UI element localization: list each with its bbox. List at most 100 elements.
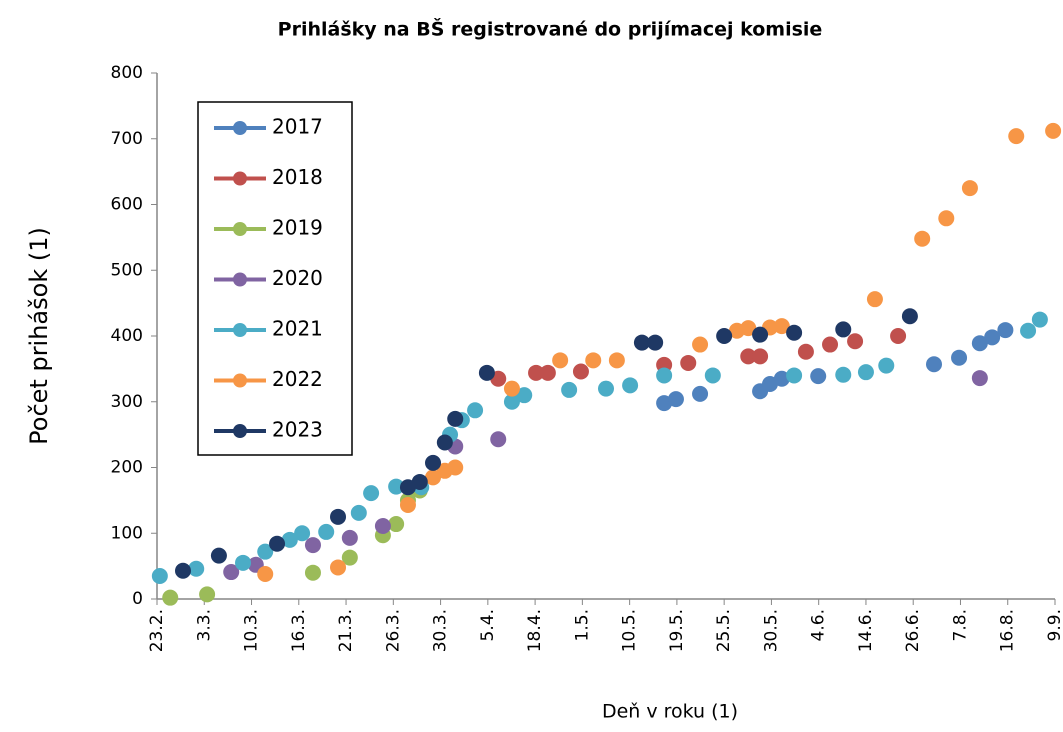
legend-marker: [233, 373, 247, 388]
x-tick-label: 16.8.: [998, 609, 1018, 652]
point: [399, 496, 416, 513]
point: [890, 328, 907, 344]
legend-marker: [233, 222, 247, 236]
point: [752, 348, 769, 365]
legend-marker: [233, 323, 247, 337]
x-tick-label: 21.3.: [336, 609, 356, 652]
point: [835, 366, 852, 383]
y-tick-label: 400: [111, 326, 143, 346]
x-tick-label: 3.3.: [194, 609, 214, 641]
point: [330, 559, 347, 576]
x-tick-label: 18.4.: [525, 609, 545, 652]
legend-label: 2020: [272, 266, 323, 290]
point: [926, 356, 943, 373]
point: [223, 564, 240, 581]
point: [951, 349, 968, 366]
point: [656, 367, 673, 384]
point: [1008, 128, 1025, 145]
point: [857, 364, 874, 381]
legend-marker: [233, 272, 247, 287]
point: [539, 364, 556, 381]
point: [374, 518, 391, 535]
x-tick-label: 25.5.: [714, 609, 734, 652]
y-tick-label: 800: [111, 63, 143, 83]
point: [235, 554, 252, 571]
point: [330, 508, 347, 525]
x-tick-label: 14.6.: [856, 609, 876, 652]
point: [151, 567, 168, 584]
legend-label: 2017: [272, 115, 323, 139]
x-tick-label: 5.4.: [478, 609, 498, 641]
point: [971, 370, 988, 387]
point: [1031, 311, 1048, 328]
point: [622, 377, 639, 394]
point: [304, 537, 321, 554]
point: [822, 336, 839, 353]
point: [490, 431, 507, 448]
x-axis-label: Deň v roku (1): [602, 701, 738, 723]
point: [561, 381, 578, 398]
point: [797, 343, 814, 360]
point: [752, 326, 769, 343]
x-tick-label: 1.5.: [572, 609, 592, 641]
point: [847, 333, 864, 350]
x-tick-label: 30.3.: [431, 609, 451, 652]
point: [516, 387, 533, 404]
legend-label: 2022: [272, 367, 323, 391]
point: [878, 357, 895, 374]
point: [773, 370, 790, 387]
point: [257, 543, 274, 560]
point: [786, 367, 803, 384]
point: [997, 322, 1014, 339]
y-tick-label: 700: [111, 129, 143, 149]
point: [281, 531, 298, 548]
x-tick-label: 16.3.: [289, 609, 309, 652]
point: [425, 454, 442, 471]
point: [162, 589, 179, 606]
point: [1045, 122, 1062, 139]
point: [598, 380, 614, 397]
point: [318, 523, 335, 540]
y-tick-label: 0: [132, 589, 143, 609]
y-tick-label: 300: [111, 392, 143, 412]
point: [984, 329, 1001, 346]
point: [528, 364, 545, 381]
legend-marker: [233, 424, 247, 438]
point: [294, 525, 311, 542]
y-tick-label: 100: [111, 523, 143, 543]
point: [866, 291, 883, 308]
point: [1020, 322, 1037, 339]
x-tick-label: 19.5.: [667, 609, 687, 652]
point: [647, 334, 664, 351]
point: [341, 549, 358, 566]
point: [914, 230, 931, 247]
point: [572, 363, 589, 380]
x-tick-label: 10.5.: [620, 609, 640, 652]
point: [810, 368, 827, 385]
point: [363, 485, 380, 502]
x-tick-label: 7.8.: [950, 609, 970, 641]
point: [411, 473, 428, 490]
y-tick-label: 200: [111, 458, 143, 478]
legend-marker: [233, 121, 247, 135]
point: [608, 352, 625, 369]
legend-label: 2019: [272, 216, 323, 240]
point: [188, 560, 205, 577]
chart-title: Prihlášky na BŠ registrované do prijímac…: [278, 17, 823, 41]
point: [667, 391, 684, 408]
x-tick-label: 10.3.: [242, 609, 262, 652]
point: [971, 335, 988, 352]
point: [938, 210, 955, 227]
legend: 2017 2018 2019 2020 2021 2022 2023: [197, 101, 353, 456]
point: [633, 334, 650, 351]
point: [740, 320, 757, 337]
x-tick-label: 9.9.: [1045, 609, 1063, 641]
point: [304, 564, 321, 581]
point: [478, 364, 495, 381]
point: [552, 352, 569, 369]
point: [786, 324, 803, 341]
point: [388, 478, 405, 495]
x-tick-label: 4.6.: [809, 609, 829, 641]
